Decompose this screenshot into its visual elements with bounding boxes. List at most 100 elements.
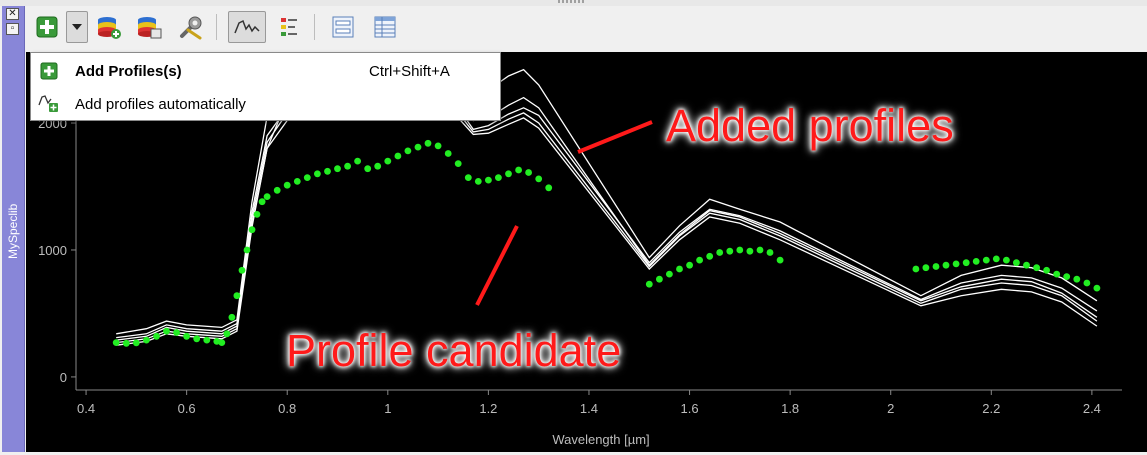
- candidate-profile-point: [992, 255, 1000, 263]
- candidate-profile-point: [314, 170, 321, 178]
- auto-profile-icon: [38, 95, 58, 112]
- add-profiles-icon: [40, 62, 58, 80]
- candidate-profile-point: [238, 266, 246, 274]
- candidate-profile-point: [696, 256, 703, 264]
- x-tick-label: 0.6: [178, 401, 196, 416]
- candidate-profile-point: [334, 165, 341, 173]
- candidate-profile-point: [952, 260, 960, 268]
- add-profiles-icon: [36, 16, 58, 38]
- candidate-profile-point: [1043, 266, 1050, 274]
- candidate-profile-point: [485, 176, 492, 184]
- candidate-profile-point: [283, 181, 291, 189]
- table-view-button[interactable]: [370, 11, 400, 43]
- settings-button[interactable]: [176, 11, 206, 43]
- candidate-profile-point: [374, 162, 382, 170]
- candidate-profile-point: [384, 157, 392, 165]
- menu-item-add-profiles[interactable]: Add Profiles(s) Ctrl+Shift+A: [32, 55, 499, 87]
- candidate-profile-point: [273, 186, 281, 194]
- top-strip: [0, 0, 1147, 6]
- y-tick-label: 0: [60, 370, 67, 385]
- form-view-button[interactable]: [328, 11, 358, 43]
- candidate-profile-point: [505, 170, 512, 178]
- candidate-profile-point: [464, 174, 472, 181]
- candidate-profile-point: [1023, 261, 1030, 269]
- candidate-profile-point: [515, 166, 522, 174]
- candidate-profile-point: [233, 292, 241, 300]
- candidate-profile-point: [143, 336, 150, 344]
- add-profiles-button[interactable]: [32, 11, 62, 43]
- candidate-profile-point: [922, 264, 930, 272]
- annotation-arrow: [577, 120, 653, 154]
- candidate-profile-point: [1003, 256, 1010, 264]
- dock-close-button[interactable]: ✕: [6, 8, 19, 20]
- candidate-profile-point: [173, 329, 181, 336]
- candidate-profile-point: [1063, 273, 1071, 280]
- candidate-profile-point: [454, 160, 462, 167]
- candidate-profile-point: [324, 167, 331, 175]
- candidate-profile-point: [404, 147, 412, 155]
- candidate-profile-point: [122, 339, 130, 347]
- candidate-profile-point: [736, 246, 744, 254]
- toolbar-separator: [216, 14, 217, 40]
- candidate-profile-point: [218, 339, 226, 346]
- dock-titlebar[interactable]: ✕ ▫ MySpeclib: [2, 6, 25, 452]
- candidate-profile-point: [243, 246, 251, 254]
- candidate-profile-point: [303, 174, 311, 181]
- export-library-button[interactable]: [134, 11, 164, 43]
- candidate-profile-point: [656, 275, 663, 283]
- import-library-icon: [98, 17, 121, 39]
- profile-plot-toggle[interactable]: [228, 11, 266, 43]
- candidate-profile-point: [776, 256, 784, 264]
- x-tick-label: 2.2: [982, 401, 1000, 416]
- menu-item-shortcut: Ctrl+Shift+A: [369, 63, 450, 80]
- x-tick-label: 2.4: [1083, 401, 1101, 416]
- candidate-profile-point: [1013, 259, 1020, 267]
- candidate-profile-point: [434, 142, 442, 150]
- candidate-profile-point: [645, 280, 653, 288]
- annotation-added-profiles: Added profiles: [666, 100, 954, 151]
- settings-wrench-icon: [180, 16, 202, 40]
- candidate-profile-point: [962, 259, 970, 267]
- candidate-profile-point: [525, 169, 532, 176]
- candidate-profile-point: [258, 198, 266, 206]
- candidate-profile-point: [293, 178, 301, 185]
- candidate-profile-point: [424, 139, 432, 147]
- table-view-icon: [374, 16, 396, 38]
- candidate-profile-point: [132, 339, 140, 347]
- candidate-profile-point: [686, 261, 693, 269]
- legend-button[interactable]: [274, 11, 304, 43]
- candidate-profile-point: [766, 249, 774, 256]
- x-axis-label: Wavelength [µm]: [552, 432, 649, 447]
- x-tick-label: 1.8: [781, 401, 799, 416]
- candidate-profile-point: [474, 178, 482, 185]
- candidate-profile-point: [1073, 275, 1081, 283]
- candidate-profile-point: [228, 313, 236, 321]
- dock-float-button[interactable]: ▫: [6, 23, 19, 35]
- candidate-profile-point: [394, 152, 402, 160]
- add-profiles-menu: Add Profiles(s) Ctrl+Shift+A Add profile…: [30, 52, 501, 121]
- import-library-button[interactable]: [94, 11, 124, 43]
- add-profiles-dropdown-button[interactable]: [66, 11, 88, 43]
- candidate-profile-point: [364, 165, 372, 173]
- profile-plot-icon: [234, 19, 260, 34]
- x-tick-label: 1.4: [580, 401, 598, 416]
- candidate-profile-point: [1093, 284, 1101, 292]
- candidate-profile-point: [912, 265, 920, 273]
- candidate-profile-point: [756, 246, 764, 254]
- candidate-profile-point: [676, 265, 683, 273]
- menu-item-label: Add profiles automatically: [75, 96, 246, 113]
- candidate-profile-point: [203, 336, 211, 344]
- candidate-profile-point: [982, 256, 990, 264]
- spectral-plot[interactable]: 0 1000 2000 0.4 0.6 0.8 1 1.2 1.4 1.6 1.8 2 2.2 2.4 W…: [26, 52, 1147, 452]
- x-tick-label: 2: [887, 401, 894, 416]
- candidate-profile-point: [223, 330, 231, 338]
- export-library-icon: [138, 17, 162, 39]
- candidate-profile-point: [112, 339, 120, 346]
- menu-item-add-profiles-automatically[interactable]: Add profiles automatically: [32, 88, 499, 120]
- menu-item-label: Add Profiles(s): [75, 63, 182, 80]
- form-view-icon: [332, 16, 354, 38]
- dropdown-arrow-icon: [72, 24, 82, 30]
- resize-grip[interactable]: [558, 0, 586, 3]
